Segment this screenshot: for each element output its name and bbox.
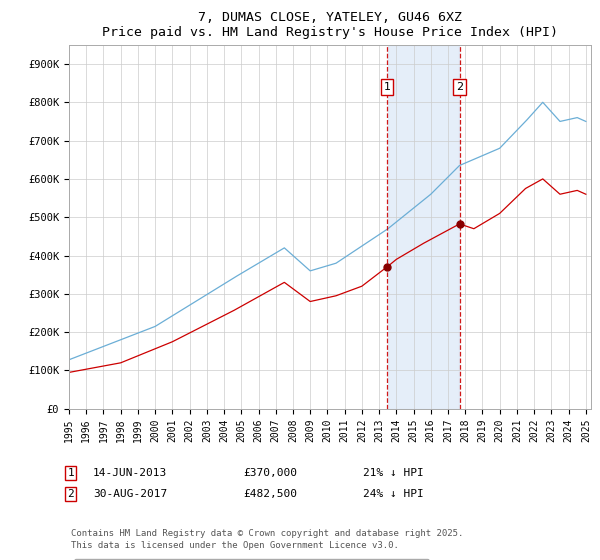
Text: £370,000: £370,000 — [243, 468, 297, 478]
Text: 24% ↓ HPI: 24% ↓ HPI — [363, 489, 424, 499]
Text: 30-AUG-2017: 30-AUG-2017 — [93, 489, 167, 499]
Text: £482,500: £482,500 — [243, 489, 297, 499]
Text: 1: 1 — [383, 82, 391, 92]
Text: 2: 2 — [67, 489, 74, 499]
Text: Contains HM Land Registry data © Crown copyright and database right 2025.
This d: Contains HM Land Registry data © Crown c… — [71, 529, 463, 550]
Legend: 7, DUMAS CLOSE, YATELEY, GU46 6XZ (detached house), HPI: Average price, detached: 7, DUMAS CLOSE, YATELEY, GU46 6XZ (detac… — [74, 559, 430, 560]
Title: 7, DUMAS CLOSE, YATELEY, GU46 6XZ
Price paid vs. HM Land Registry's House Price : 7, DUMAS CLOSE, YATELEY, GU46 6XZ Price … — [102, 11, 558, 39]
Text: 21% ↓ HPI: 21% ↓ HPI — [363, 468, 424, 478]
Text: 1: 1 — [67, 468, 74, 478]
Text: 2: 2 — [456, 82, 463, 92]
Text: 14-JUN-2013: 14-JUN-2013 — [93, 468, 167, 478]
